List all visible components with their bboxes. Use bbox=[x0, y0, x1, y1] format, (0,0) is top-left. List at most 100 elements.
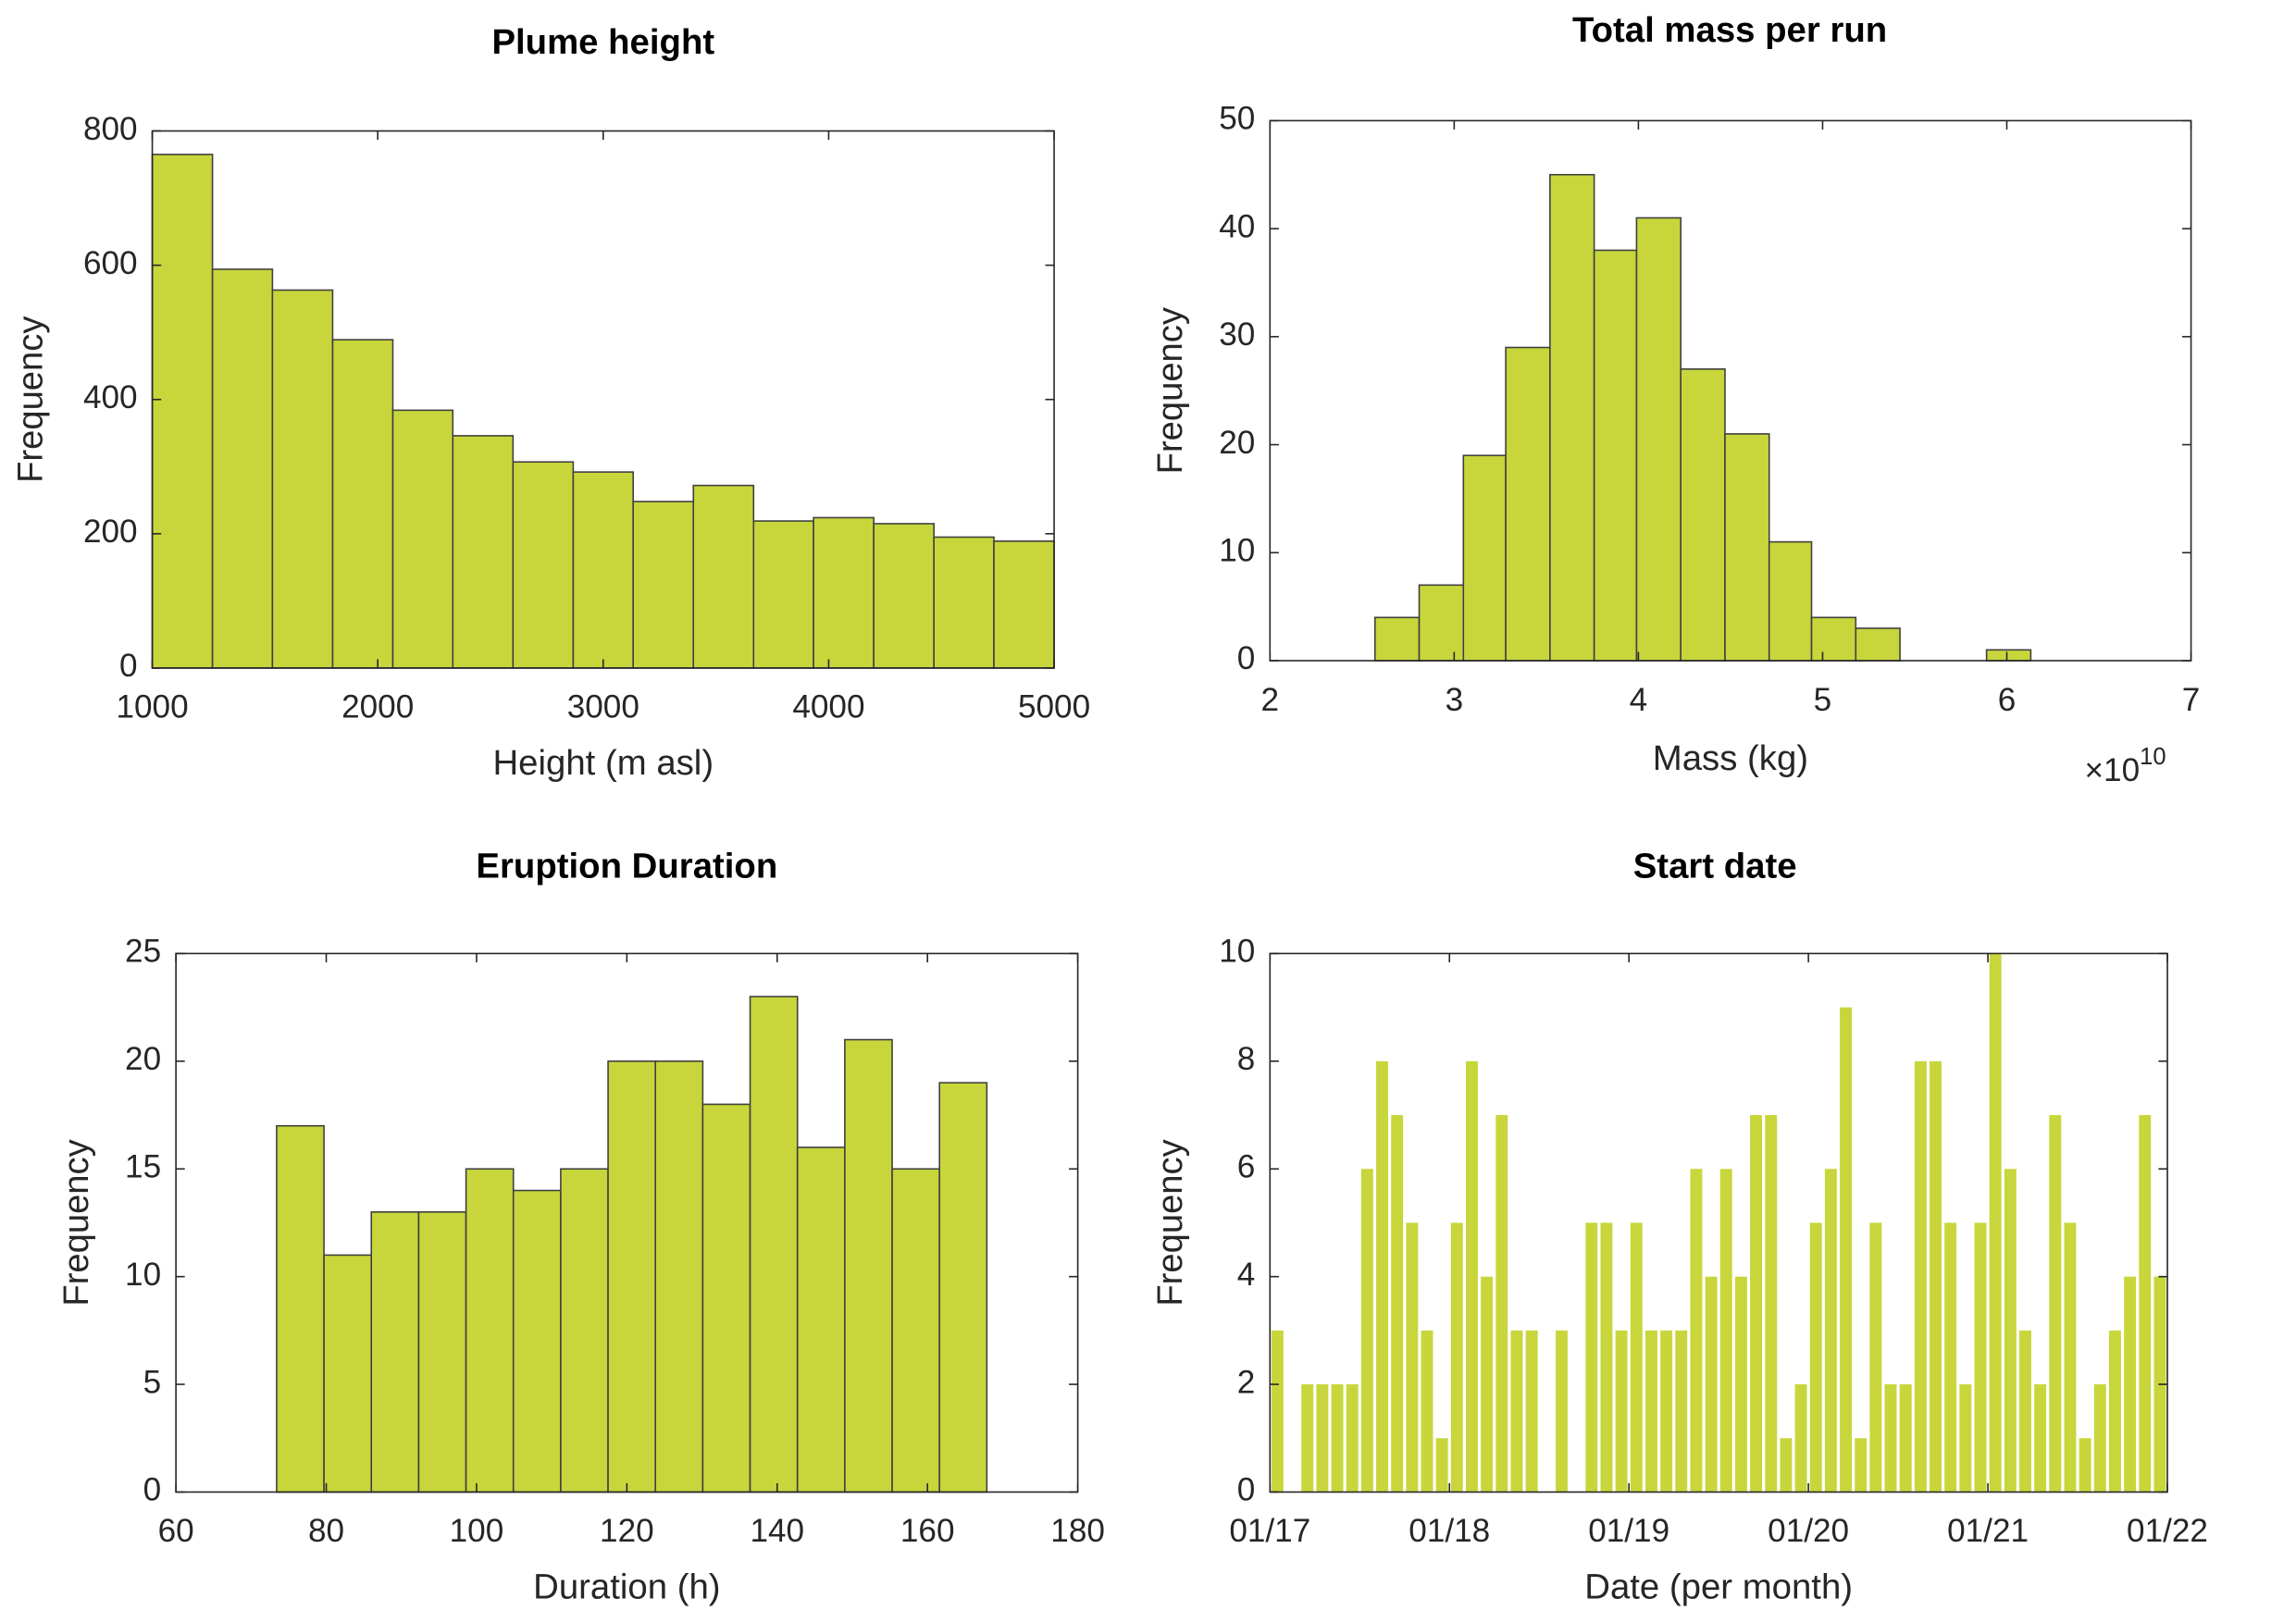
bar bbox=[1914, 1060, 1927, 1493]
bar bbox=[1724, 433, 1770, 662]
y-tick-label: 4 bbox=[1237, 1257, 1256, 1293]
y-tick-label: 2 bbox=[1237, 1364, 1256, 1400]
chart-panel: 01/17 01/18 01/19 01/20 01/21 01/22 0 2 4 6 8 10 Sta… bbox=[1150, 846, 2208, 1606]
y-tick-label: 20 bbox=[125, 1041, 161, 1077]
bar bbox=[1840, 1007, 1852, 1493]
x-tick-label: 01/19 bbox=[1588, 1513, 1669, 1549]
x-tick-label: 4000 bbox=[792, 689, 864, 725]
bar bbox=[1525, 1330, 1538, 1493]
x-tick-label: 5000 bbox=[1018, 689, 1090, 725]
bar bbox=[1824, 1169, 1837, 1493]
bar bbox=[1765, 1115, 1778, 1493]
bar bbox=[2049, 1115, 2062, 1493]
bar bbox=[1644, 1330, 1657, 1493]
bar bbox=[276, 1124, 325, 1493]
bar bbox=[1505, 346, 1551, 662]
bar bbox=[796, 1146, 846, 1493]
bar bbox=[331, 339, 394, 669]
bar bbox=[1373, 616, 1421, 662]
bar bbox=[752, 520, 814, 669]
bar bbox=[1406, 1222, 1419, 1493]
bar bbox=[749, 996, 799, 1493]
bar bbox=[1496, 1115, 1508, 1493]
x-axis-label: Duration (h) bbox=[533, 1567, 720, 1607]
bar bbox=[1549, 173, 1595, 662]
chart-title: Start date bbox=[1633, 846, 1797, 886]
axes-box bbox=[1269, 119, 2192, 662]
bar bbox=[938, 1082, 988, 1493]
bar bbox=[1959, 1384, 1972, 1493]
bar bbox=[417, 1211, 467, 1493]
bar bbox=[2093, 1384, 2106, 1493]
y-tick-label: 10 bbox=[1219, 533, 1255, 569]
x-tick-label: 01/21 bbox=[1947, 1513, 2029, 1549]
x-tick-label: 3000 bbox=[567, 689, 639, 725]
bar bbox=[1615, 1330, 1628, 1493]
bar bbox=[1675, 1330, 1688, 1493]
x-tick-label: 180 bbox=[1050, 1513, 1105, 1549]
x-tick-label: 7 bbox=[2182, 682, 2201, 718]
bar bbox=[844, 1038, 893, 1493]
bar bbox=[2004, 1169, 2017, 1493]
bar bbox=[1884, 1384, 1897, 1493]
x-tick-label: 2 bbox=[1261, 682, 1280, 718]
bar bbox=[1944, 1222, 1957, 1493]
bar bbox=[993, 540, 1055, 669]
bar bbox=[2108, 1330, 2121, 1493]
bar bbox=[701, 1103, 751, 1493]
chart-title: Plume height bbox=[491, 22, 714, 62]
bar bbox=[323, 1254, 373, 1493]
bar bbox=[1705, 1276, 1718, 1493]
x-tick-label: 1000 bbox=[116, 689, 188, 725]
bar bbox=[1360, 1169, 1373, 1493]
chart-title: Total mass per run bbox=[1572, 10, 1887, 50]
x-tick-label: 01/22 bbox=[2127, 1513, 2208, 1549]
bar bbox=[813, 516, 875, 669]
y-tick-label: 15 bbox=[125, 1149, 161, 1185]
chart-panel: 2 3 4 5 6 7 0 10 20 30 40 50 Total mass per run Mass … bbox=[1150, 10, 2200, 788]
bar bbox=[211, 268, 274, 669]
bar bbox=[391, 409, 454, 669]
bar bbox=[891, 1168, 940, 1493]
bar bbox=[1930, 1060, 1942, 1493]
x-tick-label: 6 bbox=[1998, 682, 2017, 718]
bar bbox=[692, 484, 755, 669]
bar bbox=[465, 1168, 515, 1493]
bar bbox=[2064, 1222, 2077, 1493]
bar bbox=[1974, 1222, 1987, 1493]
bar bbox=[1376, 1060, 1388, 1493]
bar bbox=[1510, 1330, 1523, 1493]
bar bbox=[1869, 1222, 1882, 1493]
bar bbox=[1809, 1222, 1822, 1493]
bar bbox=[452, 435, 515, 669]
bar bbox=[2139, 1115, 2152, 1493]
bar bbox=[1734, 1276, 1747, 1493]
bar bbox=[1794, 1384, 1807, 1493]
x-tick-label: 01/20 bbox=[1768, 1513, 1849, 1549]
x-tick-label: 01/18 bbox=[1409, 1513, 1490, 1549]
y-axis-label: Frequency bbox=[1150, 306, 1190, 474]
y-tick-label: 600 bbox=[83, 245, 138, 281]
bar bbox=[1855, 1438, 1868, 1493]
x-tick-label: 100 bbox=[450, 1513, 504, 1549]
x-axis-label: Height (m asl) bbox=[492, 743, 714, 783]
bar bbox=[1346, 1384, 1359, 1493]
y-tick-label: 800 bbox=[83, 111, 138, 147]
bar bbox=[1331, 1384, 1344, 1493]
bar bbox=[512, 461, 575, 669]
bar bbox=[1680, 368, 1726, 662]
x-multiplier-base: ×10 bbox=[2085, 752, 2141, 788]
bar bbox=[1690, 1169, 1703, 1493]
y-tick-label: 40 bbox=[1219, 208, 1255, 244]
bar bbox=[1418, 584, 1465, 662]
x-multiplier-exponent: 10 bbox=[2140, 744, 2166, 770]
plot-area bbox=[1270, 953, 2168, 1493]
bar bbox=[1600, 1222, 1613, 1493]
bar bbox=[1635, 217, 1682, 662]
bar bbox=[1630, 1222, 1643, 1493]
bar bbox=[572, 471, 635, 669]
bar bbox=[632, 501, 695, 669]
y-tick-label: 10 bbox=[125, 1257, 161, 1293]
bar bbox=[1750, 1115, 1763, 1493]
bar bbox=[1421, 1330, 1433, 1493]
